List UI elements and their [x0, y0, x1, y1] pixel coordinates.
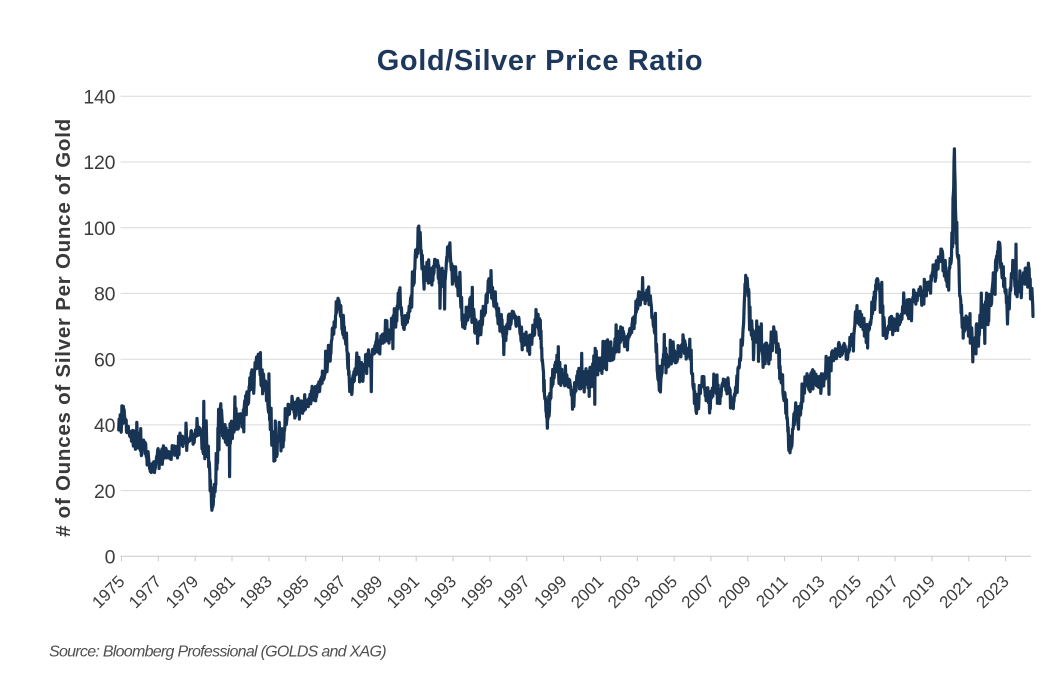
svg-text:60: 60: [94, 349, 116, 371]
svg-text:1975: 1975: [88, 572, 128, 612]
svg-text:2017: 2017: [862, 572, 902, 612]
svg-text:1989: 1989: [346, 572, 386, 612]
svg-text:2003: 2003: [604, 572, 644, 612]
svg-text:120: 120: [83, 152, 115, 174]
svg-text:1997: 1997: [494, 572, 534, 612]
svg-text:2013: 2013: [788, 572, 828, 612]
svg-text:1993: 1993: [420, 572, 460, 612]
svg-text:2005: 2005: [641, 572, 681, 612]
svg-text:Source: Bloomberg Professional: Source: Bloomberg Professional (GOLDS an…: [49, 644, 386, 661]
svg-text:2015: 2015: [825, 572, 865, 612]
svg-text:0: 0: [105, 547, 116, 569]
svg-text:80: 80: [94, 284, 116, 306]
svg-text:100: 100: [83, 218, 115, 240]
svg-text:2021: 2021: [936, 572, 976, 612]
svg-text:1981: 1981: [199, 572, 239, 612]
svg-text:1983: 1983: [236, 572, 276, 612]
svg-text:# of Ounces of Silver Per Ounc: # of Ounces of Silver Per Ounce of Gold: [52, 118, 75, 537]
svg-text:1987: 1987: [309, 572, 349, 612]
svg-text:Gold/Silver Price Ratio: Gold/Silver Price Ratio: [377, 45, 703, 77]
svg-text:140: 140: [83, 87, 115, 109]
svg-text:2023: 2023: [973, 572, 1013, 612]
svg-text:1995: 1995: [457, 572, 497, 612]
svg-text:1977: 1977: [125, 572, 165, 612]
svg-text:1991: 1991: [383, 572, 423, 612]
svg-text:2019: 2019: [899, 572, 939, 612]
svg-text:2001: 2001: [567, 572, 607, 612]
svg-text:2007: 2007: [678, 572, 718, 612]
svg-text:20: 20: [94, 481, 116, 503]
svg-text:2011: 2011: [752, 572, 791, 611]
svg-text:2009: 2009: [715, 572, 755, 612]
svg-text:1999: 1999: [530, 572, 570, 612]
svg-text:40: 40: [94, 415, 116, 437]
svg-text:1979: 1979: [162, 572, 202, 612]
svg-text:1985: 1985: [273, 572, 313, 612]
